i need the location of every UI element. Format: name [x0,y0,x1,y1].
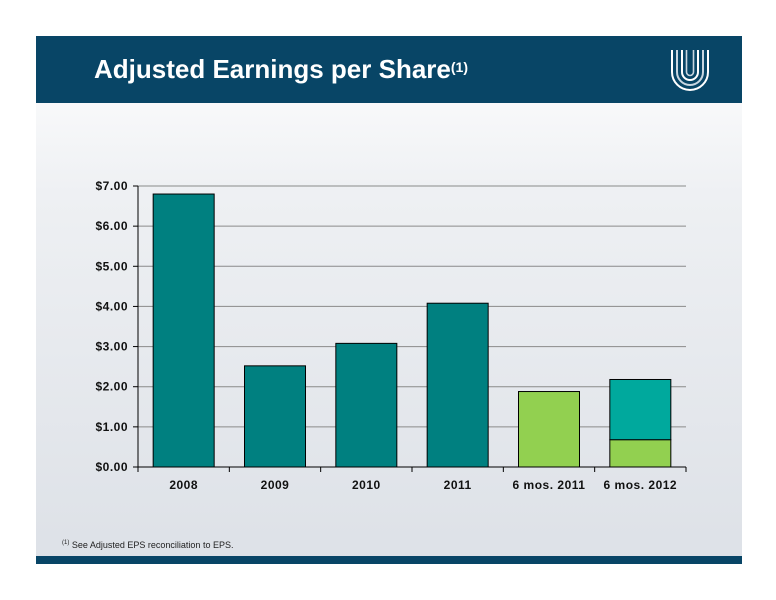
x-tick-label: 2011 [444,478,472,492]
bar [609,439,672,468]
y-tick-label: $4.00 [95,299,128,313]
bar [335,342,398,468]
bottom-bar [36,556,742,564]
page-title: Adjusted Earnings per Share(1) [94,54,468,85]
bar [426,302,489,468]
x-tick-label: 6 mos. 2012 [604,478,678,492]
y-tick-label: $2.00 [95,380,128,394]
x-tick-label: 2008 [169,478,198,492]
bar [244,365,306,468]
y-tick-label: $0.00 [95,460,128,474]
footnote: (1) See Adjusted EPS reconciliation to E… [62,540,233,550]
unitedhealth-u-logo-icon [671,50,709,91]
title-bar: Adjusted Earnings per Share(1) [36,36,742,103]
x-tick-label: 2010 [352,478,381,492]
title-footnote-marker: (1) [450,59,468,75]
bar [152,193,215,468]
page-title-text: Adjusted Earnings per Share [94,54,451,84]
y-tick-label: $6.00 [95,219,128,233]
y-tick-label: $7.00 [95,179,128,193]
x-tick-label: 6 mos. 2011 [513,478,586,492]
y-tick-label: $5.00 [95,259,128,273]
x-tick-label: 2009 [261,478,290,492]
bar [609,378,672,441]
footnote-text: See Adjusted EPS reconciliation to EPS. [71,540,234,550]
footnote-marker: (1) [62,540,70,546]
y-tick-label: $3.00 [95,340,128,354]
bar [518,391,580,468]
y-tick-label: $1.00 [95,420,128,434]
